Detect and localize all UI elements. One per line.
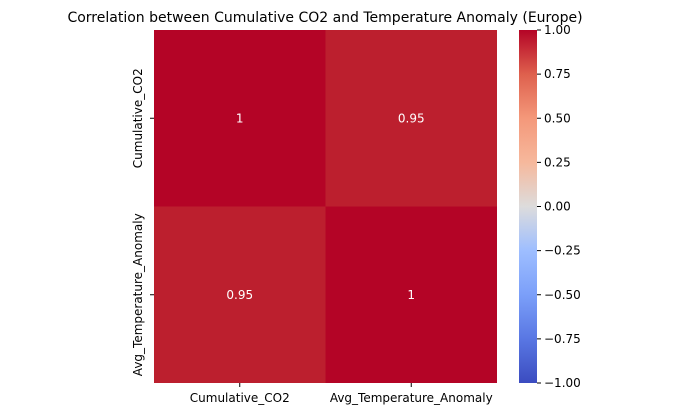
x-tick-label-0: Cumulative_CO2 (190, 391, 290, 405)
y-axis: Cumulative_CO2 Avg_Temperature_Anomaly (131, 68, 154, 376)
cell-annotation-r1-c1: 1 (407, 288, 415, 302)
colorbar-tick-label-4: 0.00 (544, 200, 571, 214)
colorbar-tick-label-0: 1.00 (544, 23, 571, 37)
colorbar-tick-label-6: −0.50 (544, 288, 581, 302)
x-tick-label-1: Avg_Temperature_Anomaly (330, 391, 493, 405)
colorbar-gradient (519, 30, 537, 383)
heatmap-cell-r0-c1 (325, 30, 497, 207)
colorbar-ticks: 1.00 0.75 0.50 0.25 0.00 −0.25 −0.50 −0.75 −1.00 (537, 23, 581, 390)
heatmap-cell-r0-c0 (154, 30, 326, 207)
heatmap-cell-r1-c0 (154, 206, 326, 383)
cell-annotation-r0-c0: 1 (236, 111, 244, 125)
colorbar-tick-label-7: −0.75 (544, 332, 581, 346)
colorbar-tick-label-5: −0.25 (544, 244, 581, 258)
colorbar-tick-label-8: −1.00 (544, 376, 581, 390)
colorbar-tick-label-1: 0.75 (544, 67, 571, 81)
y-tick-label-1: Avg_Temperature_Anomaly (131, 213, 145, 376)
heatmap-cell-r1-c1 (325, 206, 497, 383)
heatmap-cells: 1 0.95 0.95 1 (154, 30, 497, 383)
chart-title: Correlation between Cumulative CO2 and T… (67, 10, 582, 26)
colorbar-tick-label-2: 0.50 (544, 111, 571, 125)
x-axis: Cumulative_CO2 Avg_Temperature_Anomaly (190, 383, 493, 405)
cell-annotation-r1-c0: 0.95 (226, 288, 253, 302)
colorbar: 1.00 0.75 0.50 0.25 0.00 −0.25 −0.50 −0.75 −1.00 (519, 23, 581, 390)
colorbar-tick-label-3: 0.25 (544, 155, 571, 169)
cell-annotation-r0-c1: 0.95 (398, 111, 425, 125)
y-tick-label-0: Cumulative_CO2 (131, 68, 145, 168)
